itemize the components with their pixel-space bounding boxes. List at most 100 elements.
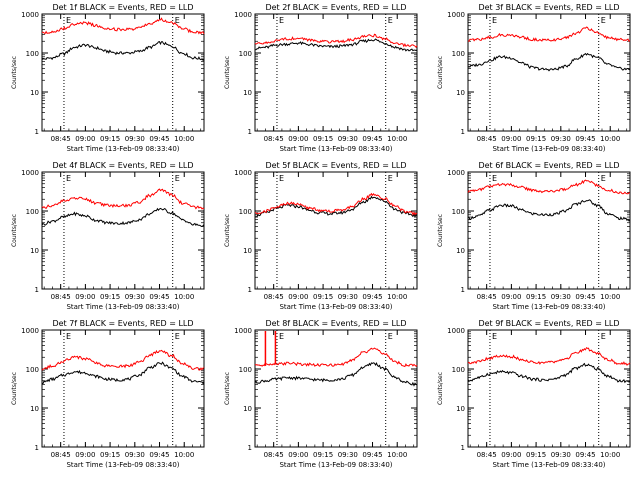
y-tick-label: 10 <box>30 405 39 413</box>
series-line <box>41 361 205 385</box>
series-line <box>254 192 418 216</box>
x-tick-label: 09:15 <box>313 135 333 143</box>
interval-marker-label: E <box>601 174 606 183</box>
x-tick-label: 10:00 <box>387 135 407 143</box>
x-tick-label: 10:00 <box>174 135 194 143</box>
chart-title: Det 9f BLACK = Events, RED = LLD <box>478 319 619 328</box>
x-tick-label: 09:30 <box>338 451 358 459</box>
x-tick-label: 09:00 <box>75 293 95 301</box>
x-tick-label: 09:30 <box>338 293 358 301</box>
x-tick-label: 09:15 <box>526 293 546 301</box>
chart-panel-5: Det 5f BLACK = Events, RED = LLD 1 10 100 10… <box>224 161 418 311</box>
x-tick-label: 08:45 <box>264 293 284 301</box>
series-line <box>467 199 631 222</box>
x-tick-label: 09:15 <box>313 293 333 301</box>
interval-marker-label: E <box>279 174 284 183</box>
chart-title: Det 1f BLACK = Events, RED = LLD <box>52 3 193 12</box>
series-line <box>41 207 205 227</box>
chart-title: Det 6f BLACK = Events, RED = LLD <box>478 161 619 170</box>
series-line <box>467 179 631 195</box>
y-axis-label: Counts/sec <box>224 372 231 405</box>
interval-marker-label: E <box>601 16 606 25</box>
y-tick-label: 10 <box>243 247 252 255</box>
chart-panel-6: Det 6f BLACK = Events, RED = LLD 1 10 100 10… <box>437 161 631 311</box>
series-line <box>254 362 418 387</box>
y-tick-label: 1 <box>35 286 39 294</box>
chart-title: Det 3f BLACK = Events, RED = LLD <box>478 3 619 12</box>
y-tick-label: 1 <box>35 444 39 452</box>
x-axis-label: Start Time (13-Feb-09 08:33:40) <box>66 461 179 469</box>
plot-frame <box>41 171 205 290</box>
x-tick-label: 08:45 <box>477 293 497 301</box>
y-tick-label: 10 <box>243 405 252 413</box>
x-tick-label: 08:45 <box>477 451 497 459</box>
y-tick-label: 10 <box>30 89 39 97</box>
x-tick-label: 09:45 <box>149 135 169 143</box>
y-tick-label: 100 <box>239 366 252 374</box>
x-tick-label: 10:00 <box>174 451 194 459</box>
x-axis-label: Start Time (13-Feb-09 08:33:40) <box>279 461 392 469</box>
interval-marker-label: E <box>66 174 71 183</box>
y-tick-label: 1 <box>35 128 39 136</box>
x-tick-label: 09:15 <box>526 451 546 459</box>
interval-marker-label: E <box>175 16 180 25</box>
series-line <box>41 349 205 371</box>
series-line <box>41 188 205 210</box>
chart-panel-3: Det 3f BLACK = Events, RED = LLD 1 10 100 10… <box>437 3 631 153</box>
interval-marker-label: E <box>66 332 71 341</box>
series-line <box>254 38 418 52</box>
y-tick-label: 100 <box>452 50 465 58</box>
x-tick-label: 09:15 <box>100 135 120 143</box>
y-tick-label: 1000 <box>447 169 465 177</box>
y-axis-label: Counts/sec <box>11 372 18 405</box>
series-line <box>254 33 418 49</box>
y-axis-label: Counts/sec <box>437 372 444 405</box>
chart-title: Det 7f BLACK = Events, RED = LLD <box>52 319 193 328</box>
y-tick-label: 100 <box>452 366 465 374</box>
chart-title: Det 5f BLACK = Events, RED = LLD <box>265 161 406 170</box>
x-tick-label: 09:00 <box>501 135 521 143</box>
chart-panel-9: Det 9f BLACK = Events, RED = LLD 1 10 100 10… <box>437 319 631 469</box>
y-tick-label: 1000 <box>447 11 465 19</box>
y-tick-label: 1 <box>461 128 465 136</box>
x-tick-label: 10:00 <box>600 293 620 301</box>
x-tick-label: 09:30 <box>551 451 571 459</box>
plot-frame <box>41 13 205 132</box>
y-tick-label: 1000 <box>21 11 39 19</box>
x-tick-label: 09:00 <box>288 451 308 459</box>
series-line <box>467 26 631 42</box>
y-axis-label: Counts/sec <box>11 214 18 247</box>
chart-panel-2: Det 2f BLACK = Events, RED = LLD 1 10 100 10… <box>224 3 418 153</box>
interval-marker-label: E <box>66 16 71 25</box>
interval-marker-label: E <box>388 16 393 25</box>
chart-title: Det 4f BLACK = Events, RED = LLD <box>52 161 193 170</box>
y-tick-label: 1000 <box>21 327 39 335</box>
y-tick-label: 100 <box>26 50 39 58</box>
series-line <box>467 52 631 72</box>
x-axis-label: Start Time (13-Feb-09 08:33:40) <box>66 303 179 311</box>
interval-marker-label: E <box>388 174 393 183</box>
x-tick-label: 09:45 <box>149 293 169 301</box>
plot-frame <box>467 329 631 448</box>
x-tick-label: 10:00 <box>387 293 407 301</box>
y-tick-label: 10 <box>30 247 39 255</box>
plot-frame <box>467 13 631 132</box>
y-tick-label: 1 <box>248 128 252 136</box>
interval-marker-label: E <box>175 332 180 341</box>
x-axis-label: Start Time (13-Feb-09 08:33:40) <box>492 303 605 311</box>
y-tick-label: 10 <box>456 89 465 97</box>
x-axis-label: Start Time (13-Feb-09 08:33:40) <box>279 303 392 311</box>
interval-marker-label: E <box>492 16 497 25</box>
interval-marker-label: E <box>388 332 393 341</box>
x-tick-label: 10:00 <box>387 451 407 459</box>
y-axis-label: Counts/sec <box>224 214 231 247</box>
x-tick-label: 08:45 <box>264 135 284 143</box>
interval-marker-label: E <box>601 332 606 341</box>
x-tick-label: 09:45 <box>362 135 382 143</box>
chart-panel-8: Det 8f BLACK = Events, RED = LLD 1 10 100 10… <box>224 319 418 469</box>
y-axis-label: Counts/sec <box>437 56 444 89</box>
x-tick-label: 09:45 <box>575 135 595 143</box>
series-line <box>467 346 631 366</box>
x-tick-label: 10:00 <box>600 135 620 143</box>
